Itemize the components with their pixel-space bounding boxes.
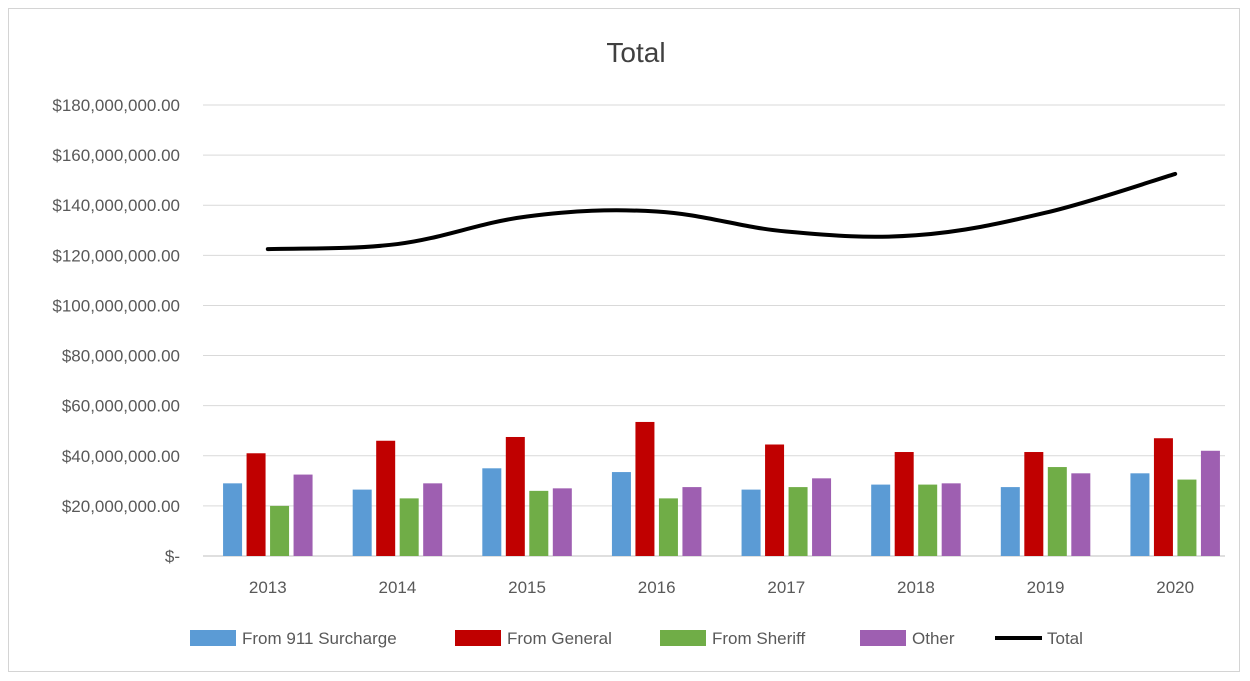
bar-from-911-surcharge [741,489,761,556]
x-tick-label: 2013 [249,578,287,597]
bar-other [682,487,702,556]
x-tick-label: 2014 [379,578,417,597]
line-total [265,171,1178,252]
bar-other [552,488,572,556]
bar-from-911-surcharge [611,472,631,556]
bar-from-general [376,440,396,556]
bar-from-general [1153,438,1173,556]
x-axis-ticks: 2013 2014 2015 2016 2017 2018 2019 2020 [249,578,1194,597]
legend-label-from-911-surcharge: From 911 Surcharge [242,629,397,648]
bar-from-sheriff [1047,467,1067,556]
x-tick-label: 2018 [897,578,935,597]
legend-swatch-from-sheriff [660,630,706,646]
bars [223,421,1220,556]
bar-from-sheriff [918,484,938,556]
y-tick-label: $180,000,000.00 [52,96,180,115]
bar-other [812,478,832,556]
bar-from-general [246,453,266,556]
y-tick-label: $160,000,000.00 [52,146,180,165]
bar-from-general [765,444,785,556]
bar-other [423,483,443,556]
bar-from-911-surcharge [871,484,891,556]
chart-title: Total [606,37,665,68]
legend-label-total: Total [1047,629,1083,648]
bar-other [293,474,313,556]
y-tick-label: $100,000,000.00 [52,296,180,315]
bar-from-sheriff [658,498,678,556]
legend-label-from-sheriff: From Sheriff [712,629,805,648]
y-tick-label: $60,000,000.00 [62,397,180,416]
total-line [265,171,1178,252]
y-axis-ticks: $- $20,000,000.00 $40,000,000.00 $60,000,00… [52,96,180,566]
bar-from-sheriff [529,490,549,556]
legend-swatch-from-general [455,630,501,646]
bar-from-general [505,436,525,556]
bar-from-911-surcharge [352,489,372,556]
bar-from-sheriff [270,505,290,556]
bar-from-general [894,452,914,556]
bar-from-911-surcharge [482,468,502,556]
bar-from-general [1024,452,1044,556]
x-tick-label: 2015 [508,578,546,597]
y-tick-label: $80,000,000.00 [62,347,180,366]
bar-from-sheriff [399,498,419,556]
bar-from-sheriff [788,487,808,556]
y-tick-label: $20,000,000.00 [62,497,180,516]
bar-from-911-surcharge [223,483,243,556]
legend-swatch-other [860,630,906,646]
x-tick-label: 2020 [1156,578,1194,597]
legend-label-from-general: From General [507,629,612,648]
x-tick-label: 2019 [1027,578,1065,597]
bar-other [1071,473,1091,556]
y-tick-label: $40,000,000.00 [62,447,180,466]
bar-other [1200,450,1220,556]
legend: From 911 Surcharge From General From Sheri… [190,629,1083,648]
bar-from-911-surcharge [1000,487,1020,556]
bar-from-911-surcharge [1130,473,1150,556]
legend-label-other: Other [912,629,955,648]
chart-frame [8,8,1240,672]
bar-from-sheriff [1177,479,1197,556]
x-tick-label: 2016 [638,578,676,597]
y-tick-label: $120,000,000.00 [52,246,180,265]
bar-from-general [635,421,655,556]
y-tick-label: $- [165,547,180,566]
y-tick-label: $140,000,000.00 [52,196,180,215]
legend-swatch-from-911-surcharge [190,630,236,646]
x-tick-label: 2017 [767,578,805,597]
bar-other [941,483,961,556]
